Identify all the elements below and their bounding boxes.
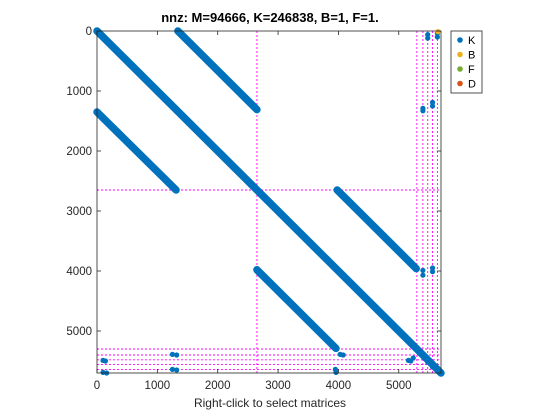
series-K-point-0: [425, 31, 431, 38]
legend-label-B: B: [468, 50, 475, 62]
legend-marker-D: [457, 80, 463, 87]
legend-label-F: F: [468, 64, 475, 76]
x-tick-label-5000: 5000: [386, 380, 412, 392]
series-K-point-9: [420, 272, 426, 278]
series-K-point-11: [429, 269, 436, 275]
legend-marker-F: [457, 66, 463, 72]
x-tick-label-2000: 2000: [205, 380, 231, 392]
legend-marker-K: [457, 37, 463, 43]
series-K-band-1: [174, 27, 261, 114]
series-K-point-23: [340, 352, 346, 358]
x-tick-label-3000: 3000: [265, 380, 291, 392]
legend-label-K: K: [468, 35, 476, 47]
series-K-band-0: [93, 27, 445, 377]
series-K-point-18: [169, 366, 176, 372]
axes-box: [96, 30, 442, 374]
series-K-point-26: [410, 355, 416, 361]
y-tick-label-2000: 2000: [66, 146, 92, 158]
series-K-point-28: [429, 364, 436, 370]
series-K-point-10: [429, 265, 436, 271]
chart-title: nnz: M=94666, K=246838, B=1, F=1.: [161, 10, 379, 25]
series-K-point-17: [174, 352, 180, 358]
series-K-point-5: [420, 108, 426, 114]
y-tick-label-5000: 5000: [66, 326, 92, 338]
plot-area[interactable]: [93, 27, 445, 377]
legend-box: [450, 30, 483, 94]
series-K-point-6: [429, 99, 436, 105]
legend-marker-B: [457, 51, 463, 58]
x-tick-label-0: 0: [94, 380, 100, 392]
y-tick-label-3000: 3000: [66, 206, 92, 218]
y-tick-label-4000: 4000: [66, 266, 92, 278]
legend-label-D: D: [468, 79, 476, 91]
series-K-band-3: [333, 186, 421, 273]
y-tick-label-0: 0: [86, 26, 92, 38]
series-K-point-29: [434, 368, 440, 374]
y-tick-label-1000: 1000: [66, 86, 92, 98]
x-axis-label: Right-click to select matrices: [194, 396, 346, 410]
series-K-point-7: [429, 103, 436, 109]
x-tick-label-4000: 4000: [326, 380, 352, 392]
series-B-point-0: [435, 29, 441, 35]
x-axis: 0 1000 2000 3000 4000 5000: [94, 31, 412, 392]
series-K-point-27: [425, 359, 431, 365]
series-K-point-16: [169, 351, 176, 357]
series-K-band-4: [253, 266, 340, 353]
series-K-point-1: [425, 35, 431, 41]
y-axis: 0 1000 2000 3000 4000 5000: [66, 26, 441, 338]
series-K-point-21: [333, 369, 339, 375]
series-K-point-3: [434, 34, 440, 40]
series-K-point-8: [420, 267, 426, 273]
series-K-point-19: [174, 367, 180, 373]
x-tick-label-1000: 1000: [145, 380, 171, 392]
series-K-band-2: [93, 108, 180, 194]
series-K-point-13: [102, 358, 109, 364]
